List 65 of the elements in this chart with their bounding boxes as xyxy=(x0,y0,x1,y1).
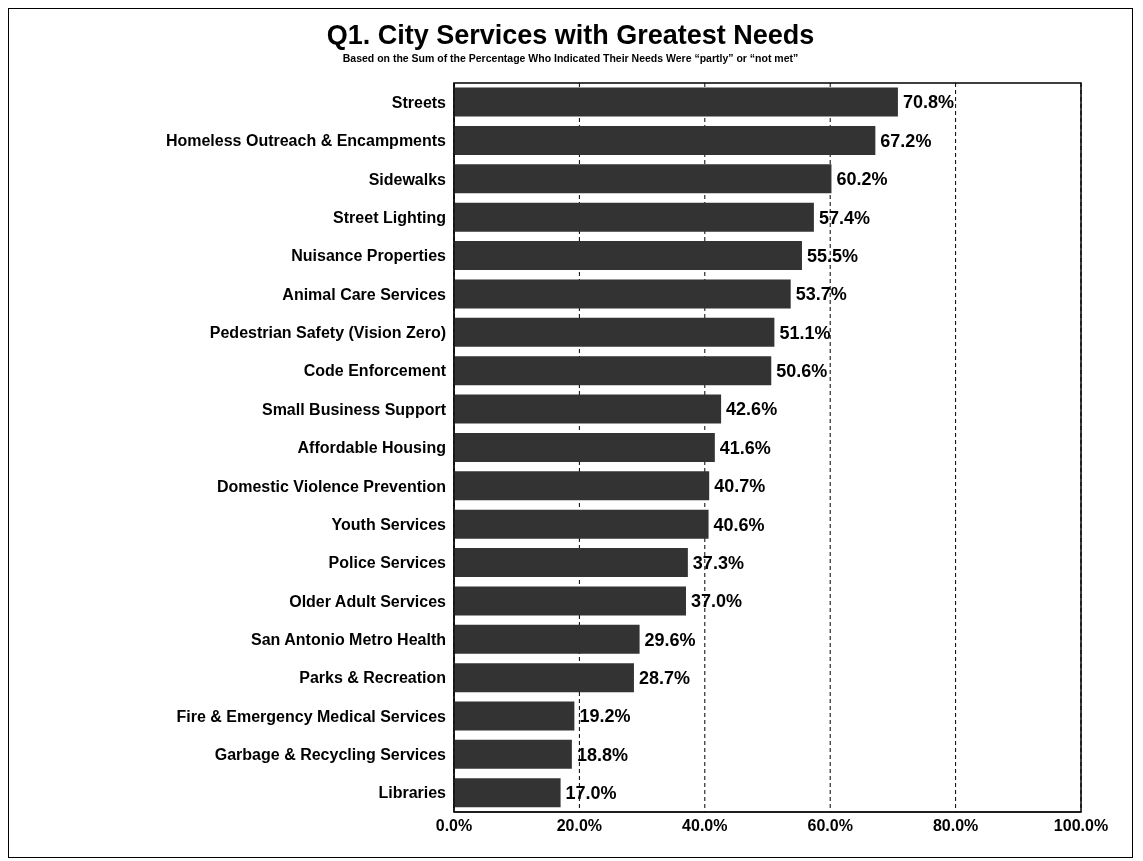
x-tick-label: 0.0% xyxy=(435,817,473,835)
bar xyxy=(454,471,710,501)
bar xyxy=(454,394,722,424)
data-label: 37.3% xyxy=(692,552,744,573)
data-label: 60.2% xyxy=(836,169,888,190)
x-tick-label: 40.0% xyxy=(682,817,728,835)
data-label: 53.7% xyxy=(795,284,847,305)
y-tick-label: Garbage & Recycling Services xyxy=(214,746,447,764)
y-tick-label: Streets xyxy=(391,93,447,111)
y-tick-label: Libraries xyxy=(378,784,447,802)
bar xyxy=(454,202,814,232)
y-tick-label: San Antonio Metro Health xyxy=(251,631,446,649)
y-tick-label: Affordable Housing xyxy=(297,439,446,457)
bar xyxy=(454,125,876,155)
y-tick-label: Nuisance Properties xyxy=(291,247,447,265)
data-label: 29.6% xyxy=(644,629,696,650)
y-tick-label: Sidewalks xyxy=(368,170,447,188)
bar xyxy=(454,279,791,309)
y-tick-label: Police Services xyxy=(328,554,447,572)
data-label: 67.2% xyxy=(880,130,932,151)
data-label: 17.0% xyxy=(565,783,617,804)
bar xyxy=(454,663,634,693)
data-label: 40.7% xyxy=(714,476,766,497)
y-tick-label: Parks & Recreation xyxy=(299,669,446,687)
bar xyxy=(454,624,640,654)
data-label: 57.4% xyxy=(818,207,870,228)
x-tick-label: 100.0% xyxy=(1053,817,1109,835)
bar xyxy=(454,778,561,808)
data-label: 70.8% xyxy=(902,92,954,113)
data-label: 41.6% xyxy=(719,437,771,458)
y-tick-label: Homeless Outreach & Encampments xyxy=(165,132,447,150)
data-label: 19.2% xyxy=(579,706,631,727)
data-label: 40.6% xyxy=(713,514,765,535)
y-tick-label: Fire & Emergency Medical Services xyxy=(176,707,447,725)
x-tick-label: 80.0% xyxy=(932,817,979,835)
bar xyxy=(454,317,775,347)
y-tick-label: Street Lighting xyxy=(333,208,446,226)
y-tick-label: Code Enforcement xyxy=(303,362,447,380)
y-tick-label: Domestic Violence Prevention xyxy=(216,477,446,495)
data-label: 50.6% xyxy=(776,361,828,382)
x-tick-label: 20.0% xyxy=(556,817,603,835)
data-label: 55.5% xyxy=(806,245,859,266)
y-tick-label: Pedestrian Safety (Vision Zero) xyxy=(209,324,446,342)
bar xyxy=(454,164,832,194)
data-label: 28.7% xyxy=(638,668,690,689)
chart-title: Q1. City Services with Greatest Needs xyxy=(325,19,816,51)
y-tick-label: Youth Services xyxy=(331,515,447,533)
y-tick-label: Small Business Support xyxy=(261,400,447,418)
bar xyxy=(454,241,802,271)
bar xyxy=(454,739,572,769)
data-label: 42.6% xyxy=(726,399,778,420)
bar xyxy=(454,701,575,731)
bar xyxy=(454,509,709,539)
bar xyxy=(454,586,686,616)
data-label: 51.1% xyxy=(779,322,831,343)
y-tick-label: Animal Care Services xyxy=(282,285,447,303)
bar xyxy=(454,356,772,386)
data-label: 37.0% xyxy=(690,591,743,612)
bar xyxy=(454,432,715,462)
y-tick-label: Older Adult Services xyxy=(289,592,447,610)
bar xyxy=(454,87,898,117)
bar xyxy=(454,548,688,578)
data-label: 18.8% xyxy=(576,744,628,765)
chart-subtitle: Based on the Sum of the Percentage Who Indicated Their Needs Were “partly” or “not met” xyxy=(341,51,800,66)
x-tick-label: 60.0% xyxy=(807,817,853,835)
